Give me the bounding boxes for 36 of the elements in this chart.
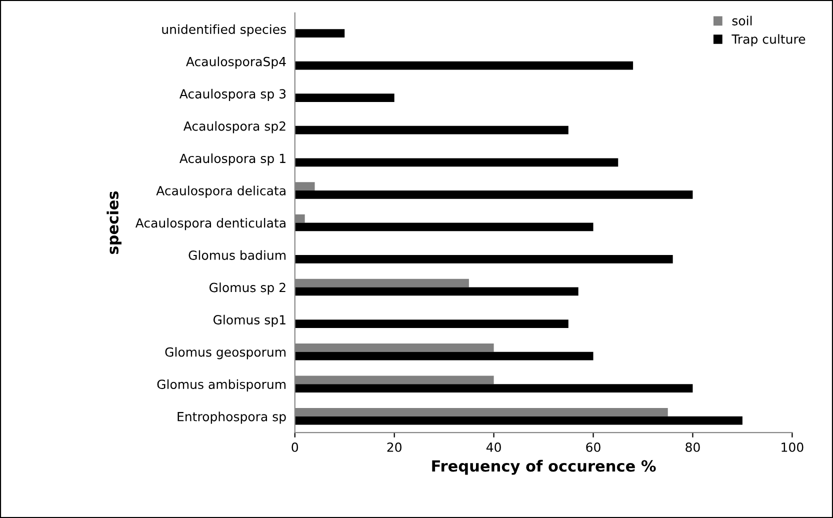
y-tick-label: Glomus sp 2	[209, 282, 286, 295]
x-tick-label: 100	[782, 442, 804, 452]
legend-label: soil	[732, 16, 752, 26]
bar	[294, 94, 394, 102]
y-tick-label: Acaulospora delicata	[156, 186, 286, 198]
x-tick-label: 20	[387, 442, 402, 452]
y-tick-label: Glomus sp1	[213, 314, 286, 327]
bar	[294, 384, 693, 393]
bar	[294, 222, 594, 232]
x-tick-label: 40	[486, 442, 501, 452]
y-tick-label: Glomus ambisporum	[157, 379, 286, 392]
bar	[294, 61, 634, 70]
y-tick-label: Glomus geosporum	[165, 347, 286, 360]
y-axis-title: species	[106, 191, 122, 254]
bar	[294, 126, 568, 134]
y-tick-label: AcaulosporaSp4	[186, 56, 286, 69]
y-tick-label: Entrophospora sp	[178, 412, 286, 424]
y-tick-label: Acaulospora sp 1	[180, 153, 286, 166]
bar	[294, 29, 345, 38]
y-tick-label: Acaulospora denticulata	[135, 218, 286, 230]
legend-label: Trap culture	[732, 34, 806, 46]
x-tick-label: 80	[686, 442, 700, 452]
bar	[294, 416, 742, 425]
bar	[294, 190, 693, 199]
x-tick-label: 0	[292, 442, 298, 452]
bar	[294, 287, 578, 296]
x-tick-label: 60	[586, 442, 600, 452]
bar	[294, 352, 594, 360]
x-axis-title: Frequency of occurence %	[432, 460, 656, 475]
y-tick-label: Acaulospora sp2	[183, 121, 286, 134]
y-tick-label: Acaulospora sp 3	[180, 88, 286, 101]
bar	[294, 320, 568, 328]
y-tick-label: Glomus badium	[188, 250, 286, 260]
bar	[294, 158, 618, 167]
y-tick-label: unidentified species	[162, 24, 286, 36]
bar	[294, 255, 673, 264]
